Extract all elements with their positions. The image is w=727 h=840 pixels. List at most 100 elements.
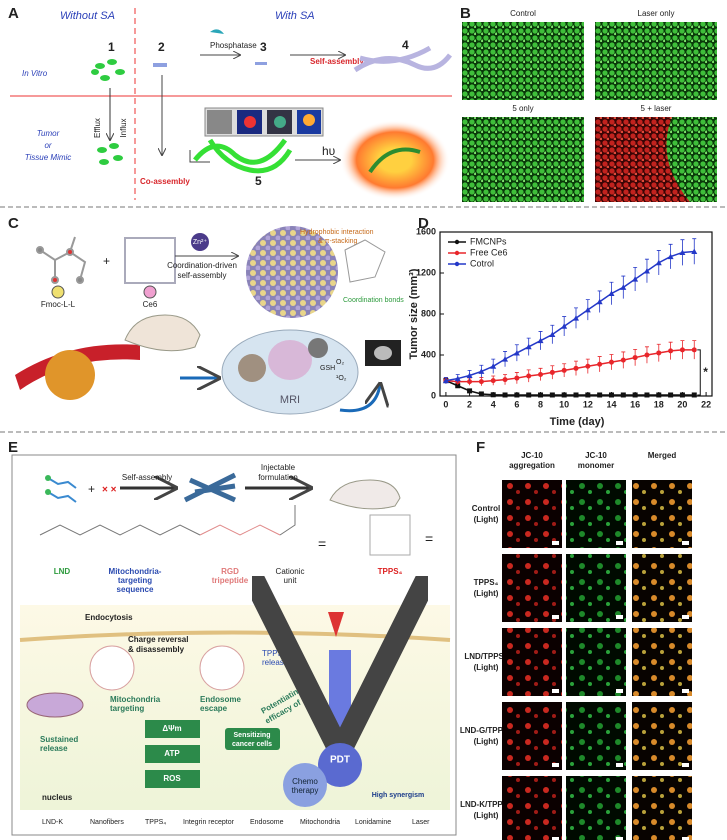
- legend-label: Free Ce6: [470, 247, 508, 257]
- data-point: [679, 392, 685, 398]
- label: RGD: [221, 567, 239, 576]
- micrograph: [502, 480, 562, 548]
- y-tick-label: 800: [421, 308, 436, 318]
- imaging-strip: [204, 107, 324, 137]
- data-point: [478, 368, 485, 374]
- label: In Vitro: [22, 69, 48, 78]
- data-point: [490, 392, 496, 398]
- label: cancer cells: [232, 741, 272, 748]
- micrograph: [566, 480, 626, 548]
- row-label: LND-K/TPPS₄: [460, 800, 512, 809]
- data-point: [538, 371, 544, 377]
- data-point: [620, 284, 627, 290]
- micrograph: [566, 628, 626, 696]
- mouse: [124, 314, 201, 352]
- y-axis-title: Tumor size (mm³): [408, 268, 420, 359]
- row-label: (Light): [474, 515, 499, 524]
- x-tick-label: 16: [630, 399, 640, 409]
- box: [145, 745, 200, 763]
- arrow: [339, 385, 380, 413]
- label: =: [425, 531, 433, 547]
- column-header: JC-10: [521, 451, 543, 460]
- mitochondria: [26, 692, 84, 718]
- data-point: [597, 392, 603, 398]
- molecules: [91, 59, 125, 165]
- legend-label: FMCNPs: [470, 236, 507, 246]
- column-header: Merged: [648, 451, 677, 460]
- endosome: [89, 645, 135, 691]
- label: ROS: [163, 774, 181, 783]
- data-point: [655, 259, 662, 266]
- data-point: [561, 323, 568, 329]
- scale-bar: [616, 837, 623, 840]
- micrograph: [632, 480, 692, 548]
- x-tick-label: 20: [677, 399, 687, 409]
- structure: [199, 524, 281, 536]
- label: Tumor: [37, 129, 60, 138]
- panel-label: B: [460, 5, 471, 22]
- panel-e: E + × × Self-assembly Injectable formula…: [8, 439, 457, 836]
- label: Efflux: [93, 118, 102, 138]
- data-point: [620, 357, 626, 363]
- scale-bar: [552, 541, 559, 545]
- data-point: [632, 392, 638, 398]
- nanoparticle: [45, 350, 95, 400]
- legend-label: TPPS₄: [145, 819, 166, 826]
- x-tick-label: 6: [514, 399, 519, 409]
- legend: LND-K Nanofibers TPPS₄ Integrin receptor…: [42, 819, 430, 826]
- label: Self-assembly: [310, 57, 364, 66]
- icon: [51, 285, 65, 299]
- data-point: [585, 392, 591, 398]
- data-point: [668, 348, 674, 354]
- panel-label: F: [476, 439, 485, 456]
- legend-marker: [454, 261, 460, 267]
- heading: With SA: [275, 10, 315, 22]
- data-point: [502, 356, 509, 362]
- label: nucleus: [42, 793, 73, 802]
- legend-marker: [454, 239, 460, 245]
- data-point: [620, 392, 626, 398]
- label: ATP: [164, 749, 180, 758]
- label: & π-stacking: [318, 238, 358, 245]
- data-point: [549, 331, 556, 337]
- label: sequence: [117, 585, 154, 594]
- data-point: [526, 392, 532, 398]
- data-point: [525, 343, 532, 350]
- label: Injectable: [261, 463, 296, 472]
- x-tick-label: 14: [606, 399, 616, 409]
- panel-label: D: [418, 215, 429, 232]
- label: GSH: [320, 365, 335, 372]
- label: Mitochondria: [110, 695, 161, 704]
- micrograph: [502, 628, 562, 696]
- circle: [318, 743, 362, 787]
- panel-label: A: [8, 5, 19, 22]
- label: release: [262, 658, 289, 667]
- scale-bar: [682, 541, 689, 545]
- data-point: [608, 359, 614, 365]
- label: +: [88, 482, 95, 496]
- data-point: [513, 349, 520, 356]
- data-point: [561, 367, 567, 373]
- image-title: 5 only: [512, 104, 533, 113]
- micrograph: [566, 702, 626, 770]
- label: Mitochondria-: [109, 567, 162, 576]
- label: ¹O₂: [336, 375, 347, 382]
- data-point: [632, 355, 638, 361]
- scale-bar: [552, 615, 559, 619]
- box: [145, 720, 200, 738]
- label: 2: [158, 40, 165, 54]
- label: Influx: [119, 118, 128, 137]
- label: +: [103, 254, 110, 268]
- molecules: [45, 475, 77, 503]
- box: [145, 770, 200, 788]
- label: Charge reversal: [128, 635, 188, 644]
- legend-label: LND-K: [42, 819, 63, 826]
- data-point: [467, 379, 473, 385]
- row-label: (Light): [474, 589, 499, 598]
- x-tick-label: 2: [467, 399, 472, 409]
- row-label: (Light): [474, 737, 499, 746]
- scale-bar: [552, 763, 559, 767]
- data-point: [478, 391, 484, 397]
- monitor-image: [374, 346, 392, 360]
- row-label: LND-G/TPPS₄: [460, 726, 512, 735]
